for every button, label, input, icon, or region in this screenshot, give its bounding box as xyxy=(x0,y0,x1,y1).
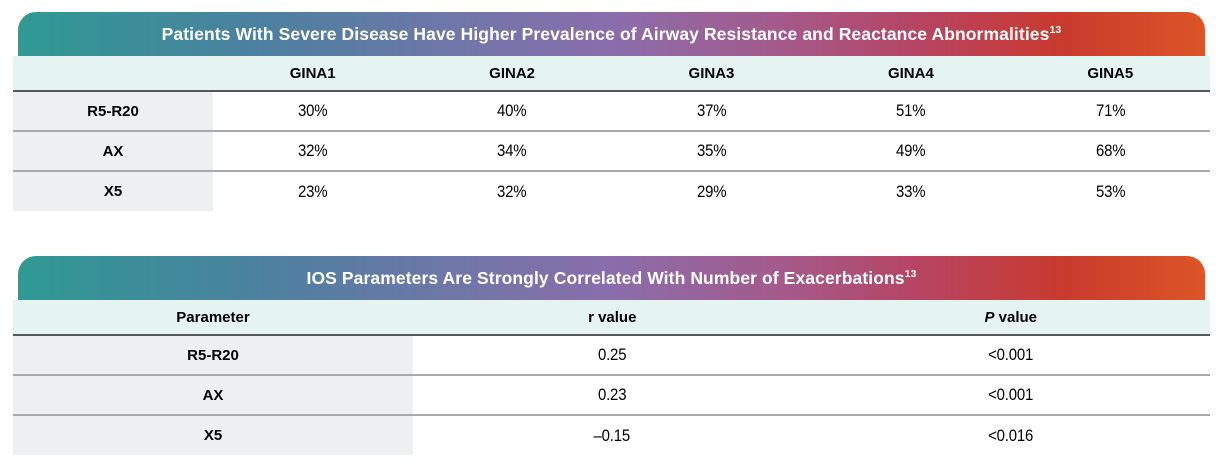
prevalence-table: GINA1 GINA2 GINA3 GINA4 GINA5 R5-R20 30%… xyxy=(13,56,1210,211)
column-header-r-value: r value xyxy=(588,308,637,326)
page: Patients With Severe Disease Have Higher… xyxy=(13,12,1210,455)
cell-x5-gina1: 23% xyxy=(297,181,328,201)
cell-r5r20-gina2: 40% xyxy=(497,101,527,120)
cell-x5-p-value: <0.016 xyxy=(988,425,1034,445)
cell-ax-p-value: <0.001 xyxy=(988,385,1034,404)
column-header-parameter: Parameter xyxy=(176,308,250,326)
cell-r5r20-r-value: 0.25 xyxy=(598,345,627,364)
row-label-x5: X5 xyxy=(13,415,413,455)
row-label-r5-r20: R5-R20 xyxy=(13,91,213,131)
row-label-ax: AX xyxy=(13,375,413,415)
cell-x5-gina5: 53% xyxy=(1095,181,1126,201)
table-row-x5: X5 –0.15 <0.016 xyxy=(13,415,1210,455)
row-label-x5: X5 xyxy=(13,171,213,211)
column-header-gina4: GINA4 xyxy=(887,64,934,82)
cell-x5-r-value: –0.15 xyxy=(593,425,631,445)
cell-r5r20-gina1: 30% xyxy=(297,101,328,120)
correlation-title-bar: IOS Parameters Are Strongly Correlated W… xyxy=(18,256,1205,300)
cell-x5-gina4: 33% xyxy=(896,181,926,201)
row-label-ax: AX xyxy=(13,131,213,171)
correlation-header-row: Parameter r value P value xyxy=(13,300,1210,335)
row-label-r5-r20: R5-R20 xyxy=(13,335,413,375)
table-row-r5-r20: R5-R20 30% 40% 37% 51% 71% xyxy=(13,91,1210,131)
cell-ax-gina2: 34% xyxy=(497,141,527,160)
correlation-table: Parameter r value P value R5-R20 0.25 <0… xyxy=(13,300,1210,455)
table-row-x5: X5 23% 32% 29% 33% 53% xyxy=(13,171,1210,211)
correlation-table-section: IOS Parameters Are Strongly Correlated W… xyxy=(13,256,1210,455)
cell-ax-gina5: 68% xyxy=(1095,141,1126,160)
prevalence-title: Patients With Severe Disease Have Higher… xyxy=(161,23,1050,44)
table-row-r5-r20: R5-R20 0.25 <0.001 xyxy=(13,335,1210,375)
prevalence-table-section: Patients With Severe Disease Have Higher… xyxy=(13,12,1210,211)
cell-ax-gina3: 35% xyxy=(696,141,727,160)
prevalence-header-row: GINA1 GINA2 GINA3 GINA4 GINA5 xyxy=(13,56,1210,91)
empty-corner-cell xyxy=(13,56,213,91)
cell-r5r20-p-value: <0.001 xyxy=(988,345,1034,364)
correlation-title: IOS Parameters Are Strongly Correlated W… xyxy=(306,267,905,288)
cell-ax-gina4: 49% xyxy=(896,141,926,160)
table-row-ax: AX 0.23 <0.001 xyxy=(13,375,1210,415)
cell-r5r20-gina3: 37% xyxy=(696,101,727,120)
column-header-gina2: GINA2 xyxy=(489,64,535,82)
column-header-gina3: GINA3 xyxy=(688,64,735,82)
prevalence-title-bar: Patients With Severe Disease Have Higher… xyxy=(18,12,1205,56)
cell-x5-gina3: 29% xyxy=(696,181,727,201)
cell-x5-gina2: 32% xyxy=(497,181,527,201)
cell-r5r20-gina5: 71% xyxy=(1095,101,1126,120)
cell-ax-gina1: 32% xyxy=(297,141,328,160)
column-header-gina5: GINA5 xyxy=(1087,64,1134,82)
column-header-gina1: GINA1 xyxy=(289,64,336,82)
table-row-ax: AX 32% 34% 35% 49% 68% xyxy=(13,131,1210,171)
cell-r5r20-gina4: 51% xyxy=(896,101,926,120)
cell-ax-r-value: 0.23 xyxy=(598,385,627,404)
column-header-p-value: P value xyxy=(984,308,1038,326)
